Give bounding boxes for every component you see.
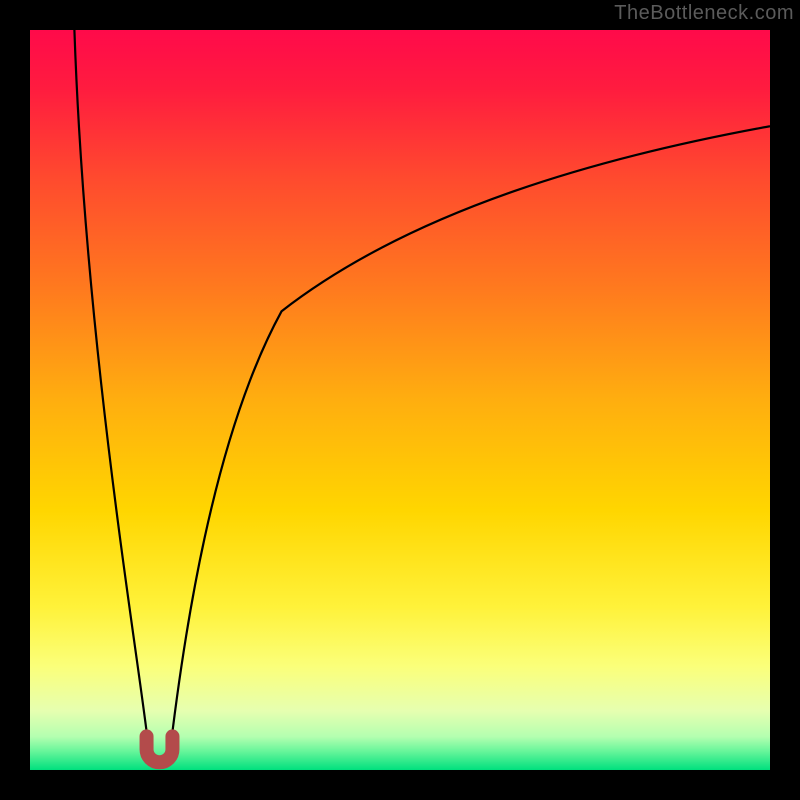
- bottleneck-chart: [0, 0, 800, 800]
- chart-background: [30, 30, 770, 770]
- chart-stage: TheBottleneck.com: [0, 0, 800, 800]
- watermark-text: TheBottleneck.com: [614, 2, 794, 25]
